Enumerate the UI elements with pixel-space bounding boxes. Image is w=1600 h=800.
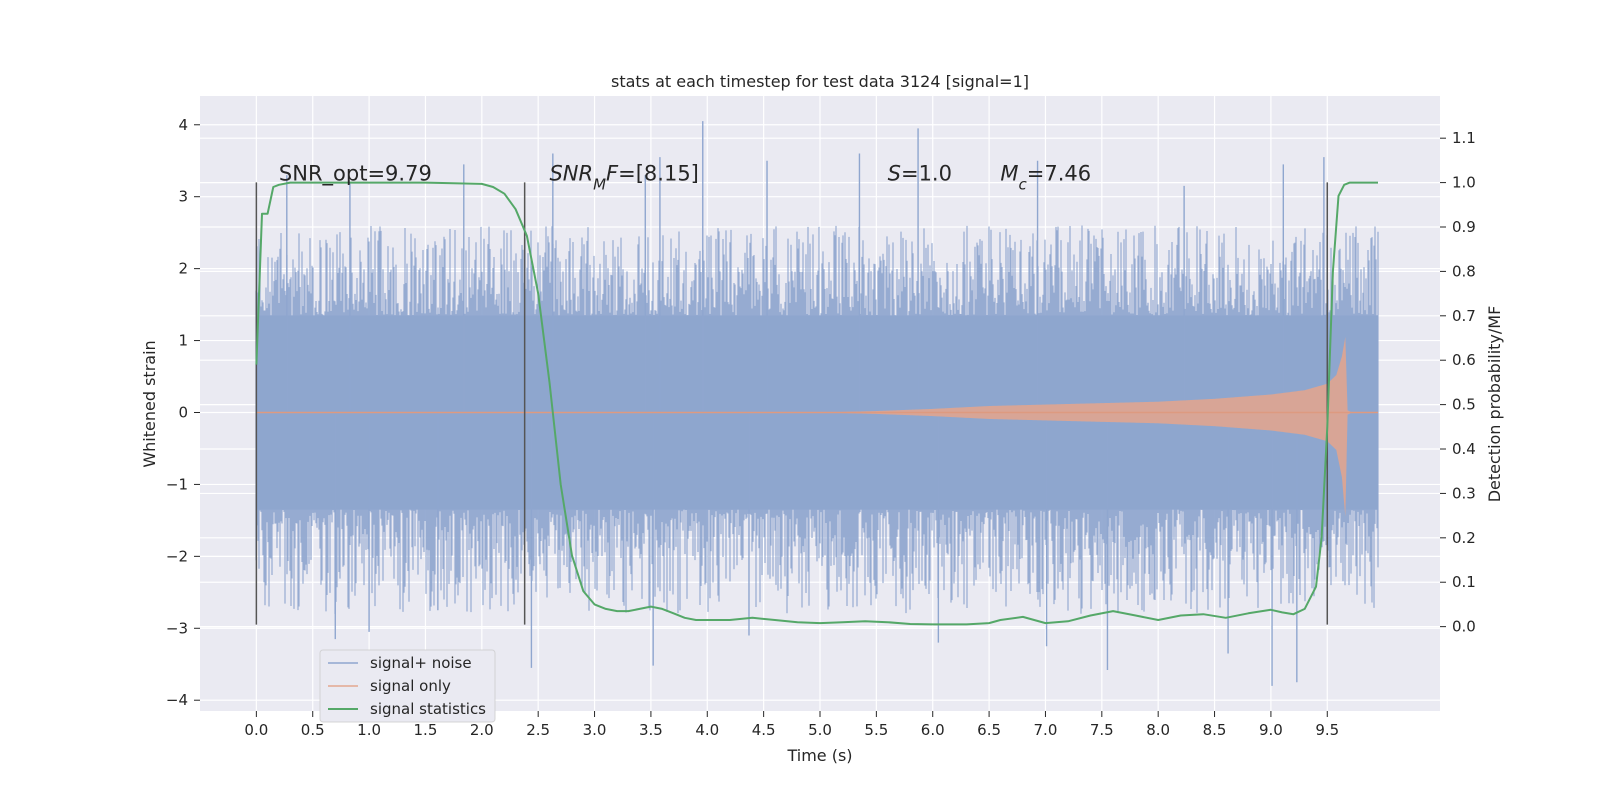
y-tick-label: 1: [178, 332, 188, 350]
x-tick-label: 5.5: [864, 721, 888, 739]
annotation: SNR_opt=9.79: [279, 161, 432, 186]
y-tick-right-label: 0.6: [1452, 351, 1476, 369]
series-signal-noise: [255, 121, 1379, 686]
y-axis-label: Whitened strain: [140, 340, 159, 467]
x-tick-label: 9.5: [1315, 721, 1339, 739]
x-tick-label: 8.0: [1146, 721, 1170, 739]
annotation-part: SNR: [549, 161, 593, 185]
x-tick-label: 4.0: [695, 721, 719, 739]
annotation: Mc=7.46: [1000, 161, 1091, 193]
y-axis-right-label: Detection probability/MF: [1485, 306, 1504, 503]
x-tick-label: 5.0: [808, 721, 832, 739]
chart-title: stats at each timestep for test data 312…: [611, 72, 1029, 91]
y-tick-right-label: 0.7: [1452, 307, 1476, 325]
series-signal-only: [256, 336, 1378, 517]
y-tick-label: 0: [178, 403, 188, 421]
x-tick-label: 7.0: [1034, 721, 1058, 739]
x-tick-label: 8.5: [1203, 721, 1227, 739]
series-signal-statistics: [255, 181, 1378, 626]
x-tick-label: 3.5: [639, 721, 663, 739]
y-tick-label: −3: [166, 619, 188, 637]
annotation-part: =1.0: [901, 161, 952, 185]
legend: signal+ noise signal only signal statist…: [319, 649, 496, 723]
legend-label-signal-only: signal only: [370, 677, 451, 695]
x-tick-label: 7.5: [1090, 721, 1114, 739]
y-tick-right-label: 0.3: [1452, 484, 1476, 502]
y-tick-label: 3: [178, 188, 188, 206]
y-tick-right-label: 0.8: [1452, 262, 1476, 280]
annotation-part: S: [888, 161, 901, 185]
y-tick-label: −2: [166, 547, 188, 565]
x-tick-label: 6.0: [921, 721, 945, 739]
y-tick-label: −1: [166, 475, 188, 493]
x-tick-label: 1.5: [414, 721, 438, 739]
x-tick-label: 0.5: [301, 721, 325, 739]
x-tick-label: 3.0: [583, 721, 607, 739]
y-tick-right-label: 1.0: [1452, 174, 1476, 192]
x-tick-label: 0.0: [244, 721, 268, 739]
statistics-line: [255, 181, 1378, 626]
y-tick-right-label: 0.9: [1452, 218, 1476, 236]
x-tick-label: 2.5: [526, 721, 550, 739]
y-tick-label: −4: [166, 691, 188, 709]
y-tick-label: 4: [178, 116, 188, 134]
y-tick-right-label: 0.1: [1452, 573, 1476, 591]
legend-label-signal-noise: signal+ noise: [370, 654, 472, 672]
annotation-part: c: [1018, 175, 1027, 193]
annotation-part: M: [1000, 161, 1018, 185]
annotation: S=1.0: [888, 161, 952, 185]
legend-box: [319, 649, 496, 723]
x-tick-label: 2.0: [470, 721, 494, 739]
annotation-part: SNR_opt=9.79: [279, 161, 432, 186]
annotation: SNRMF=[8.15]: [549, 161, 698, 193]
y-tick-label: 2: [178, 260, 188, 278]
annotation-part: F: [606, 161, 619, 185]
y-tick-right-label: 0.5: [1452, 396, 1476, 414]
legend-label-signal-statistics: signal statistics: [370, 700, 486, 718]
x-tick-label: 6.5: [977, 721, 1001, 739]
x-tick-label: 1.0: [357, 721, 381, 739]
annotation-part: M: [593, 175, 606, 193]
x-tick-label: 4.5: [752, 721, 776, 739]
y-tick-right-label: 0.2: [1452, 529, 1476, 547]
x-tick-label: 9.0: [1259, 721, 1283, 739]
y-tick-right-label: 1.1: [1452, 129, 1476, 147]
annotation-part: =[8.15]: [618, 161, 699, 185]
x-axis-label: Time (s): [786, 746, 852, 765]
annotation-part: =7.46: [1027, 161, 1091, 185]
y-tick-right-label: 0.0: [1452, 618, 1476, 636]
y-tick-right-label: 0.4: [1452, 440, 1476, 458]
annotations: SNR_opt=9.79 SNRMF=[8.15] S=1.0 Mc=7.46: [279, 161, 1091, 193]
axes: 0.0 0.5 1.0 1.5 2.0 2.5 3.0 3.5 4.0 4.5 5.0 5.5 6.0 6…: [166, 116, 1476, 739]
